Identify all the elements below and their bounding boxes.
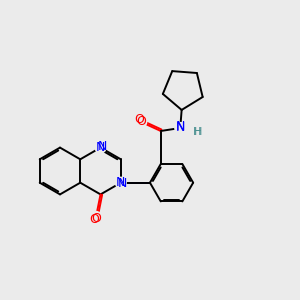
- Text: N: N: [96, 141, 105, 154]
- Text: N: N: [118, 177, 128, 190]
- Text: O: O: [134, 113, 144, 126]
- Text: O: O: [91, 212, 101, 225]
- Circle shape: [175, 123, 186, 134]
- Text: N: N: [97, 140, 107, 153]
- Text: N: N: [176, 122, 185, 134]
- Text: N: N: [116, 176, 125, 189]
- Text: H: H: [194, 128, 202, 137]
- Text: H: H: [193, 128, 201, 137]
- Text: N: N: [176, 120, 185, 133]
- Circle shape: [136, 117, 147, 128]
- Text: O: O: [136, 116, 146, 128]
- Text: O: O: [90, 213, 100, 226]
- Circle shape: [91, 212, 101, 222]
- Circle shape: [95, 142, 106, 153]
- Circle shape: [116, 177, 126, 188]
